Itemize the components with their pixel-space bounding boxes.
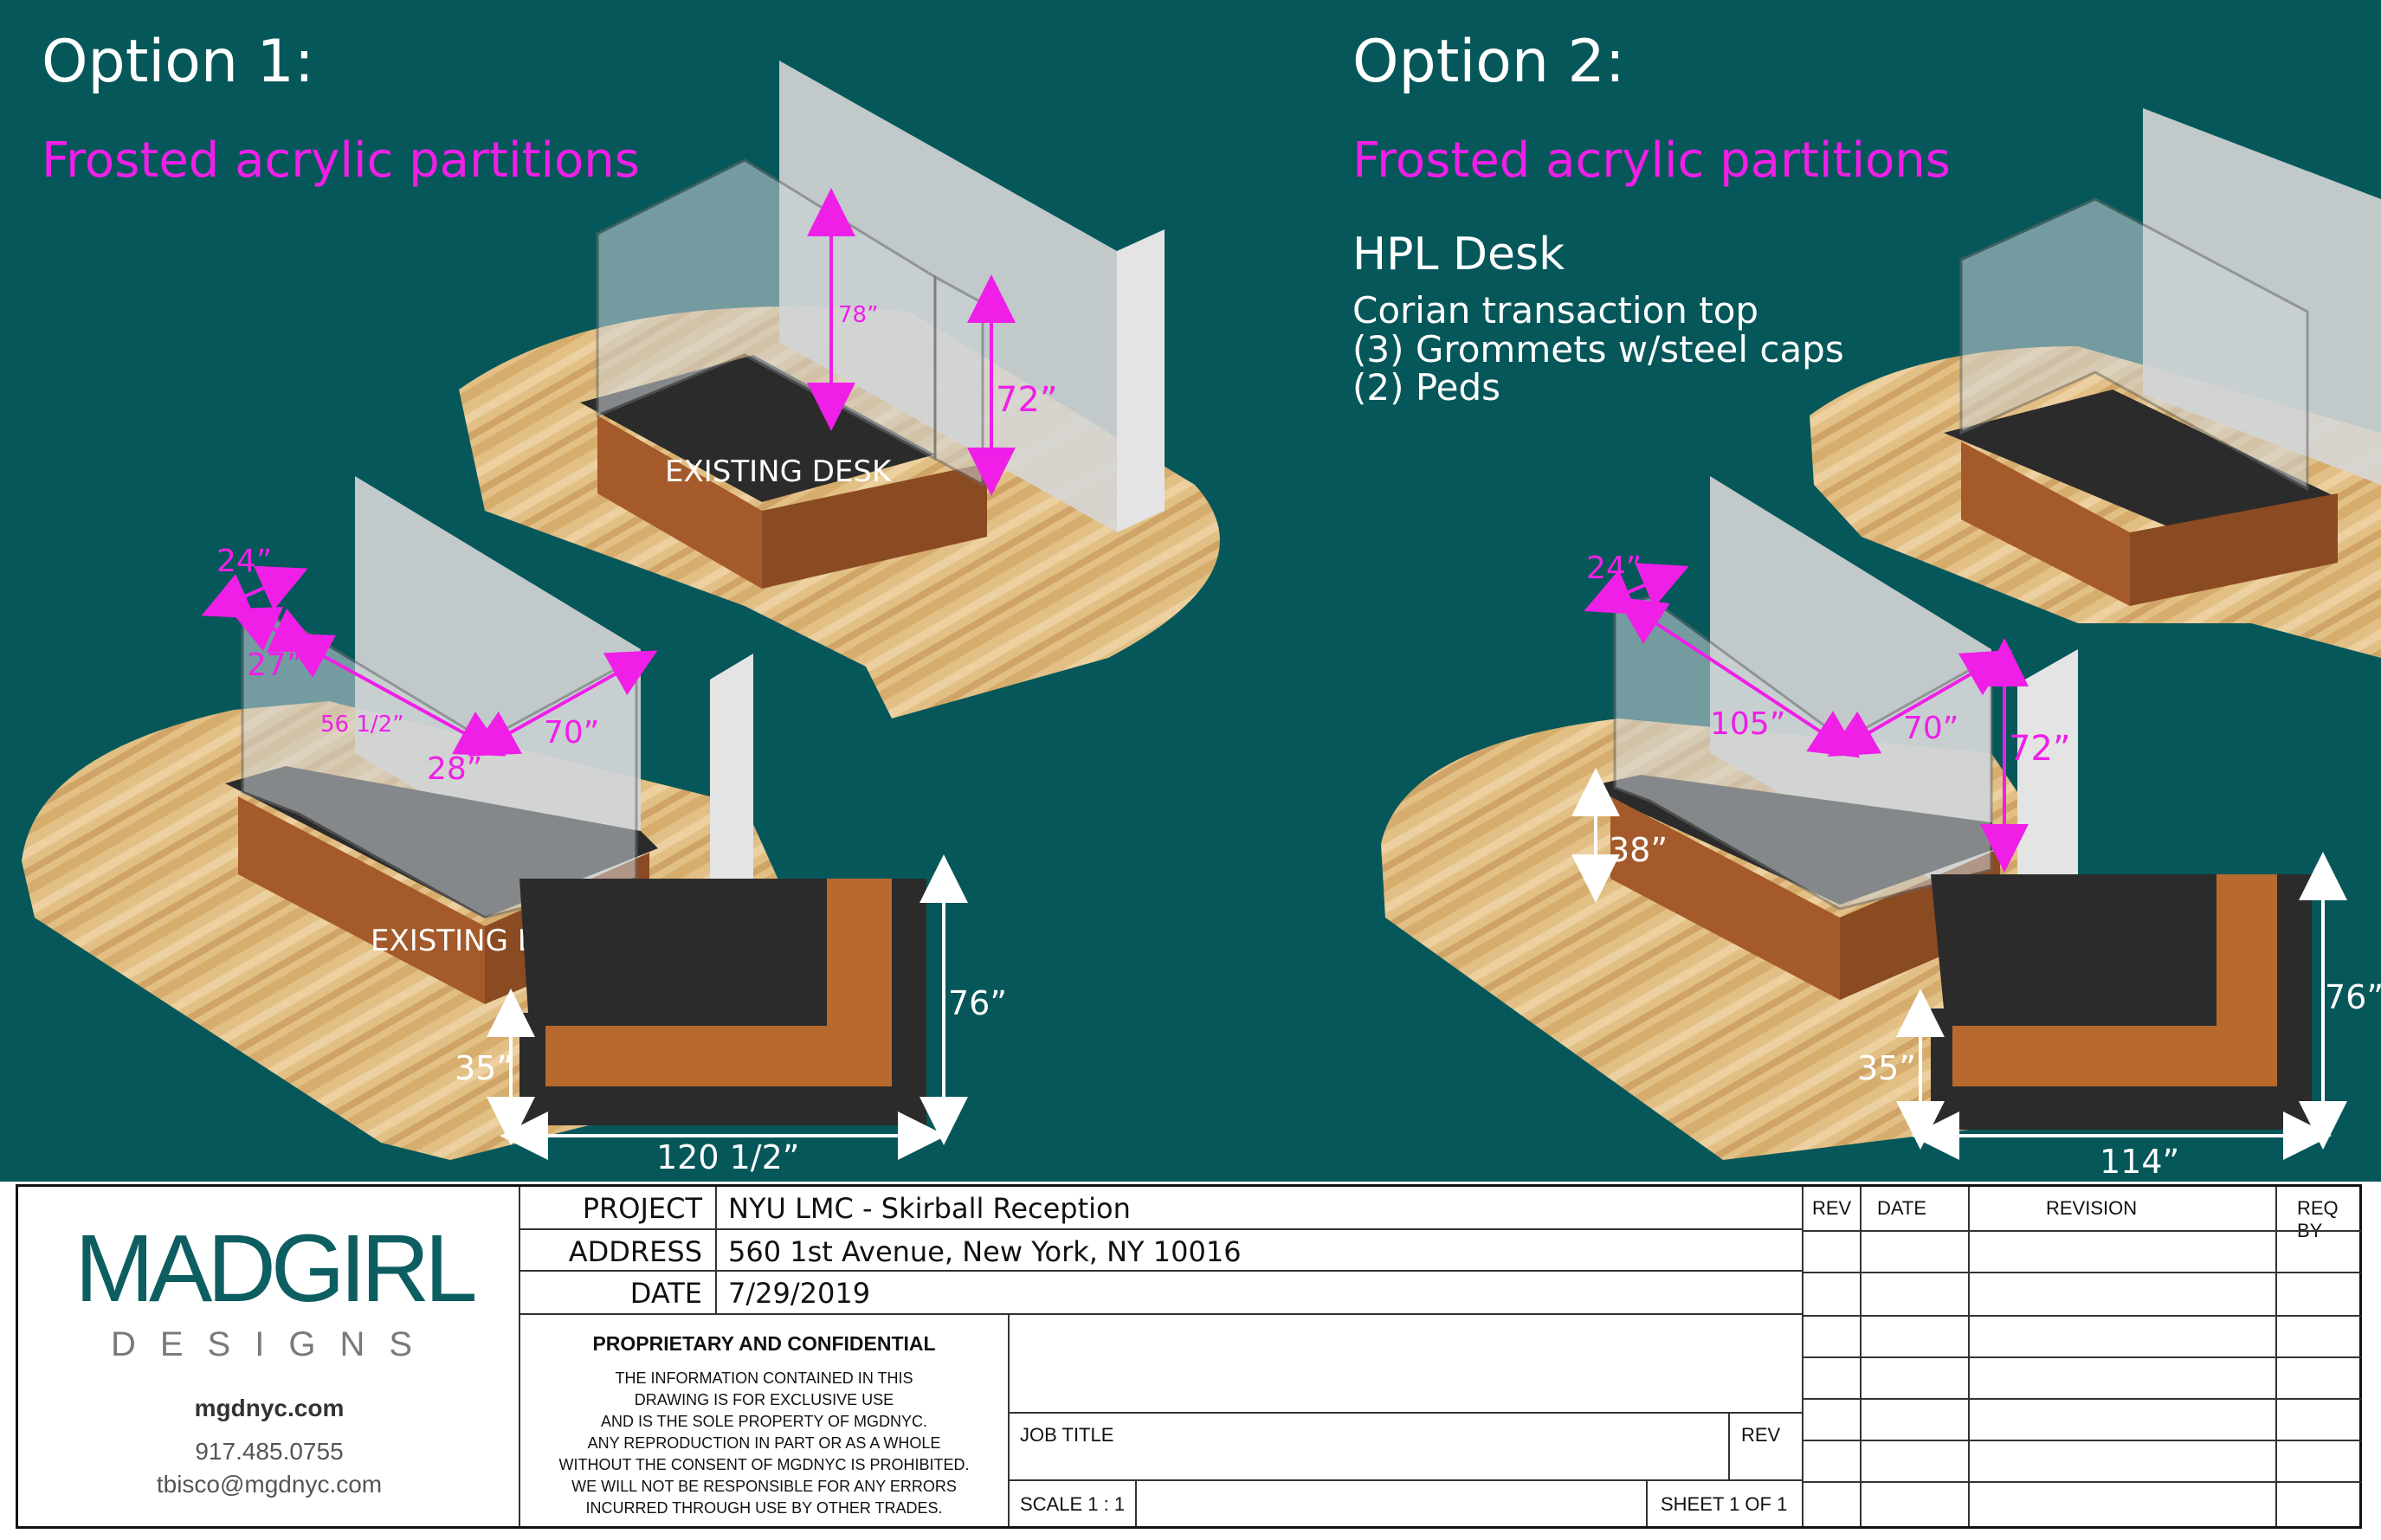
confidential-title: PROPRIETARY AND CONFIDENTIAL — [592, 1332, 936, 1355]
option2-spec-2: (3) Grommets w/steel caps — [1352, 328, 1844, 371]
phone: 917.485.0755 — [195, 1438, 344, 1465]
option1-title: Option 1: — [42, 28, 314, 96]
drawing-svg: 78” 72” EXISTING DESK 24” 27” 56 1/2” 28… — [0, 0, 2381, 1182]
date-value: 7/29/2019 — [728, 1277, 871, 1310]
scale-label: SCALE 1 : 1 — [1020, 1493, 1126, 1515]
glass-side-upper-left — [933, 274, 984, 487]
email: tbisco@mgdnyc.com — [156, 1471, 383, 1498]
desk-front-lower-right — [1610, 796, 1840, 1000]
dim-72-upper: 72” — [996, 380, 1058, 420]
dim-56: 56 1/2” — [320, 712, 404, 738]
confidential-line-6: WE WILL NOT BE RESPONSIBLE FOR ANY ERROR… — [571, 1478, 957, 1495]
scale-box: SCALE 1 : 1 SHEET 1 OF 1 — [1010, 1481, 1802, 1526]
date-header: DATE — [1877, 1197, 1927, 1219]
address-value: 560 1st Avenue, New York, NY 10016 — [728, 1235, 1242, 1268]
option1-existing-desk-upper: 78” 72” EXISTING DESK — [459, 61, 1220, 718]
option2-desk-upper — [1810, 108, 2381, 658]
option1-subtitle: Frosted acrylic partitions — [42, 132, 640, 189]
glass-partition-upper-right — [1959, 197, 2309, 492]
dim-76-right: 76” — [2325, 978, 2381, 1016]
dim-line-56 — [281, 633, 507, 757]
address-label: ADDRESS — [568, 1235, 702, 1268]
address-row: ADDRESS 560 1st Avenue, New York, NY 100… — [520, 1230, 1802, 1272]
dim-35-left: 35” — [455, 1049, 513, 1087]
desk-top-upper-left — [580, 355, 935, 502]
dim-24-left: 24” — [216, 544, 272, 579]
dim-76-left: 76” — [948, 984, 1007, 1022]
confidential-line-7: INCURRED THROUGH USE BY OTHER TRADES. — [585, 1499, 943, 1517]
plan-top-right — [1952, 874, 2277, 1086]
dim-120: 120 1/2” — [656, 1138, 799, 1176]
project-value: NYU LMC - Skirball Reception — [728, 1192, 1131, 1225]
option2-spec-1: Corian transaction top — [1352, 289, 1759, 332]
req-by-header: REQ BY — [2297, 1197, 2339, 1241]
job-title-rev-label: REV — [1741, 1424, 1781, 1446]
desk-side-upper-right — [2130, 493, 2338, 606]
project-row: PROJECT NYU LMC - Skirball Reception — [520, 1187, 1802, 1230]
dim-72-right: 72” — [2009, 729, 2071, 769]
logo: MADGIRL — [74, 1215, 477, 1322]
option2-subtitle: Frosted acrylic partitions — [1352, 132, 1951, 189]
dim-114: 114” — [2100, 1143, 2179, 1181]
logo-area: MADGIRL DESIGNS mgdnyc.com 917.485.0755 … — [18, 1187, 520, 1526]
dim-28: 28” — [427, 751, 482, 787]
revision-table: REV DATE REVISION REQ BY — [1802, 1187, 2361, 1526]
dim-27: 27” — [247, 648, 302, 683]
sheet-label: SHEET 1 OF 1 — [1661, 1493, 1788, 1515]
dim-line-70-left — [468, 650, 658, 757]
dim-line-70-right — [1827, 650, 2013, 757]
dim-105: 105” — [1710, 706, 1785, 742]
dim-70-right: 70” — [1903, 711, 1958, 746]
desk-front-upper-left — [597, 416, 762, 589]
dim-24-right: 24” — [1586, 551, 1642, 586]
date-row: DATE 7/29/2019 — [520, 1272, 1802, 1315]
confidential-line-2: DRAWING IS FOR EXCLUSIVE USE — [634, 1391, 894, 1408]
option2-title: Option 2: — [1352, 28, 1625, 96]
desk-top-upper-right — [1944, 390, 2338, 532]
confidential-line-1: THE INFORMATION CONTAINED IN THIS — [615, 1369, 913, 1387]
confidential-notice: PROPRIETARY AND CONFIDENTIAL THE INFORMA… — [520, 1315, 1010, 1526]
option1-plan-view: 76” 35” 120 1/2” — [455, 854, 1007, 1176]
drawing-area: 78” 72” EXISTING DESK 24” 27” 56 1/2” 28… — [0, 0, 2381, 1182]
title-block: MADGIRL DESIGNS mgdnyc.com 917.485.0755 … — [16, 1184, 2362, 1529]
logo-sub: DESIGNS — [110, 1325, 437, 1363]
option2-heading: HPL Desk — [1352, 229, 1565, 280]
option2-spec-3: (2) Peds — [1352, 366, 1501, 409]
desk-front-lower-left — [238, 796, 485, 1004]
confidential-line-5: WITHOUT THE CONSENT OF MGDNYC IS PROHIBI… — [558, 1456, 970, 1473]
job-title-label: JOB TITLE — [1020, 1424, 1114, 1446]
job-title-box: JOB TITLE REV — [1010, 1412, 1802, 1481]
website: mgdnyc.com — [194, 1395, 345, 1421]
plan-top-left — [545, 879, 892, 1086]
dim-line-105 — [1616, 596, 1861, 758]
dim-78: 78” — [838, 302, 879, 328]
desk-front-upper-right — [1961, 441, 2130, 606]
desk-side-upper-left — [762, 463, 987, 589]
dim-38: 38” — [1609, 831, 1668, 869]
revision-header: REVISION — [2046, 1197, 2138, 1219]
wall-upper-left — [1117, 229, 1165, 532]
date-label: DATE — [629, 1277, 702, 1310]
dim-line-24 — [201, 565, 308, 619]
option2-plan-view: 76” 35” 114” — [1857, 852, 2381, 1181]
existing-desk-label-upper: EXISTING DESK — [665, 454, 893, 489]
dim-35-right: 35” — [1857, 1049, 1916, 1087]
confidential-line-4: ANY REPRODUCTION IN PART OR AS A WHOLE — [587, 1434, 941, 1452]
rev-header: REV — [1812, 1197, 1852, 1219]
project-label: PROJECT — [582, 1192, 702, 1225]
dim-70-left: 70” — [544, 715, 599, 751]
confidential-line-3: AND IS THE SOLE PROPERTY OF MGDNYC. — [600, 1413, 928, 1430]
